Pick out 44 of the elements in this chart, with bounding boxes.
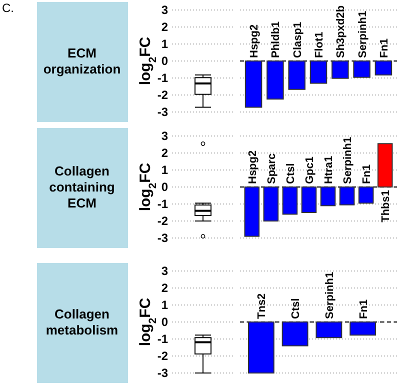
y-tick-label: 0 (161, 315, 168, 330)
y-tick-label: 3 (161, 129, 168, 144)
x-tick-label: Hspg2 (246, 150, 259, 184)
x-tick-label: Tns2 (256, 293, 268, 319)
text: ECM organization (43, 46, 121, 77)
y-tick-label: 2 (161, 20, 168, 34)
x-tick-label: Fn1 (361, 164, 374, 184)
x-tick-label: Flot1 (314, 32, 326, 58)
x-tick-label: Hspg2 (248, 24, 261, 58)
x-tick-label: Serpinh1 (342, 136, 354, 184)
x-tick-label: Htra1 (323, 156, 336, 184)
x-tick-label: Serpinh1 (324, 272, 336, 319)
x-tick-label: Gpc1 (304, 156, 316, 184)
x-tick-label: Sparc (266, 153, 278, 184)
y-tick-label: -3 (157, 105, 168, 120)
y-tick-label: -2 (157, 88, 168, 102)
y-tick-label: -2 (157, 214, 168, 228)
y-tick-label: 1 (161, 37, 168, 52)
x-tick-label: Phldb1 (270, 21, 282, 58)
x-tick-label: Ctsl (290, 298, 302, 319)
y-tick-label: 3 (161, 264, 168, 278)
x-tick-label: Ctsl (284, 163, 297, 184)
x-tick-label: Fn1 (358, 299, 370, 319)
x-tick-label: Thbs1 (380, 190, 392, 222)
x-tick-label: Clasp1 (292, 22, 304, 58)
y-tick-label: 1 (161, 298, 168, 312)
x-tick-label: Serpinh1 (356, 10, 369, 58)
y-tick-label: -3 (157, 366, 168, 380)
x-tick-label: Sh3pxd2b (335, 5, 348, 58)
y-tick-label: 2 (161, 281, 168, 296)
y-tick-label: -1 (157, 197, 168, 212)
y-tick-label: 3 (161, 3, 168, 18)
y-tick-label: -3 (157, 231, 168, 246)
text: Collagen metabolism (46, 306, 118, 338)
x-tick-label: Fn1 (378, 38, 390, 58)
y-tick-label: 1 (161, 163, 168, 178)
text: C. (2, 1, 14, 15)
y-tick-label: -2 (157, 349, 168, 364)
y-tick-label: 2 (161, 146, 168, 160)
y-tick-label: 0 (161, 180, 168, 194)
y-tick-label: 0 (161, 54, 168, 68)
text: Collagen containing ECM (49, 164, 115, 211)
y-tick-label: -1 (157, 332, 168, 346)
y-tick-label: -1 (157, 71, 168, 86)
